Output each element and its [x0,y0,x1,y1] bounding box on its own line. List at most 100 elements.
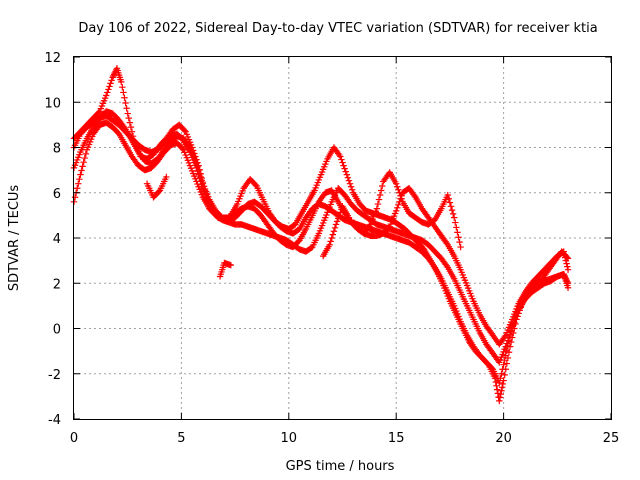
data-point [181,127,188,134]
data-point [373,205,381,212]
data-point [377,187,385,194]
data-point [163,173,170,181]
x-axis-label: GPS time / hours [286,459,395,474]
data-point [339,159,346,166]
data-point [80,159,87,166]
data-point [398,195,405,202]
data-point [107,80,114,87]
data-point [125,114,132,122]
data-point [564,266,572,273]
data-point [120,89,127,96]
data-point [396,189,403,196]
data-point [561,254,569,261]
data-point [503,347,511,354]
data-point [71,194,79,201]
data-point [454,229,461,236]
data-point [503,360,511,367]
data-point [379,182,386,190]
data-point [445,195,453,202]
data-point [505,337,513,345]
data-point [335,215,342,222]
chart-title: Day 106 of 2022, Sidereal Day-to-day VTE… [78,21,597,36]
data-point [77,171,84,178]
data-point [104,89,111,96]
data-point [106,83,113,90]
data-point [395,201,402,209]
data-point [347,183,355,190]
y-tick-label: 12 [44,51,61,66]
y-tick-label: -2 [48,368,61,383]
data-point [500,377,507,384]
data-point [332,221,340,228]
y-tick-labels: -4 -2 0 2 4 6 8 10 12 [44,51,61,428]
data-point [498,370,505,377]
data-point [329,231,337,238]
data-point [197,178,204,185]
y-tick-label: 10 [44,96,61,111]
data-point [227,261,235,269]
data-point [343,171,350,178]
data-point [562,257,570,264]
data-point [497,390,504,398]
data-point [122,99,129,107]
data-point [128,128,136,135]
data-point [397,192,404,199]
data-point [561,251,568,258]
y-tick-label: 2 [53,277,61,292]
data-point [411,192,418,199]
x-tick-label: 15 [388,431,405,446]
data-point [375,196,383,203]
data-point [198,181,206,189]
data-point [336,151,343,159]
series-track-a [70,65,572,405]
data-point [195,171,202,178]
data-point [336,212,343,219]
data-point [430,262,437,270]
data-point [346,180,354,187]
data-point [344,174,352,181]
data-point [121,94,128,101]
data-point [374,200,382,208]
data-point [500,361,507,368]
data-point [457,243,464,251]
data-point [385,224,392,232]
data-point [394,183,401,190]
grid-lines [74,57,611,419]
data-point [448,206,456,214]
data-point [502,352,509,359]
data-point [456,238,463,246]
data-point [395,186,402,193]
x-tick-label: 0 [70,431,78,446]
data-point [497,375,504,382]
data-point [366,222,373,230]
data-point [333,218,341,225]
data-point [109,74,116,81]
data-point [501,371,508,379]
x-tick-label: 5 [177,431,185,446]
y-tick-label: 0 [53,323,61,338]
data-point [563,260,570,267]
data-point [499,380,507,388]
data-point [341,165,348,172]
data-point [342,168,349,175]
y-tick-label: 8 [53,142,61,157]
axis-ticks [73,56,612,420]
data-point [337,209,344,216]
y-tick-label: -4 [48,413,61,428]
data-point [393,180,400,187]
y-tick-label: 6 [53,187,61,202]
data-point [450,214,458,221]
data-point [376,191,384,199]
y-tick-label: 4 [53,232,61,247]
data-point [74,185,81,192]
plot-frame [73,56,612,420]
data-point [81,154,88,162]
data-point [394,204,401,212]
data-point [95,109,102,116]
data-point [338,156,345,163]
data-point [155,188,163,195]
data-point [496,397,503,405]
data-point [326,241,333,248]
data-point [79,163,86,170]
